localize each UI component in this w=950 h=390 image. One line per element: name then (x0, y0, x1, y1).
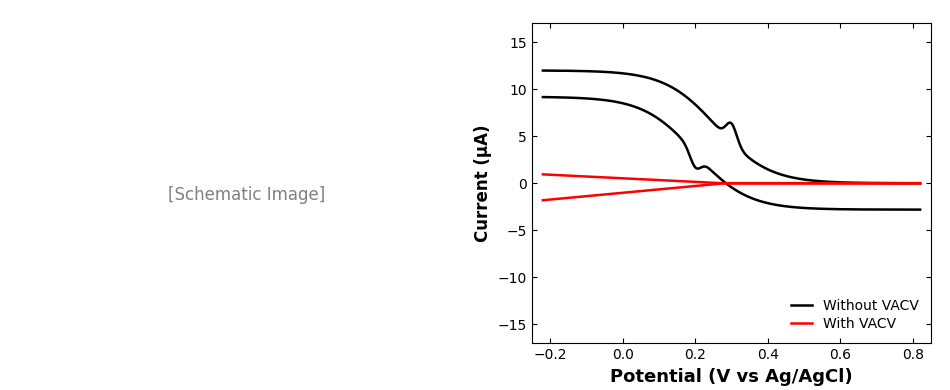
With VACV (718, 181, 730, 186)
Without VACV (537, 68, 548, 73)
Without VACV (905, 181, 917, 186)
Without VACV (716, 126, 728, 131)
Legend: Without VACV, With VACV: Without VACV, With VACV (785, 293, 924, 336)
With VACV (719, 181, 731, 186)
Y-axis label: Current (μA): Current (μA) (474, 124, 492, 242)
With VACV (716, 181, 728, 186)
Line: With VACV: With VACV (542, 174, 921, 183)
With VACV (537, 172, 548, 177)
With VACV (847, 181, 859, 186)
Without VACV (741, 154, 752, 158)
Text: [Schematic Image]: [Schematic Image] (168, 186, 326, 204)
With VACV (763, 181, 774, 186)
With VACV (915, 181, 926, 186)
Without VACV (718, 124, 730, 129)
Line: Without VACV: Without VACV (542, 71, 921, 183)
Without VACV (915, 181, 926, 186)
X-axis label: Potential (V vs Ag/AgCl): Potential (V vs Ag/AgCl) (610, 368, 853, 386)
Without VACV (846, 180, 858, 185)
Without VACV (762, 167, 773, 172)
With VACV (742, 181, 753, 186)
With VACV (906, 181, 918, 186)
